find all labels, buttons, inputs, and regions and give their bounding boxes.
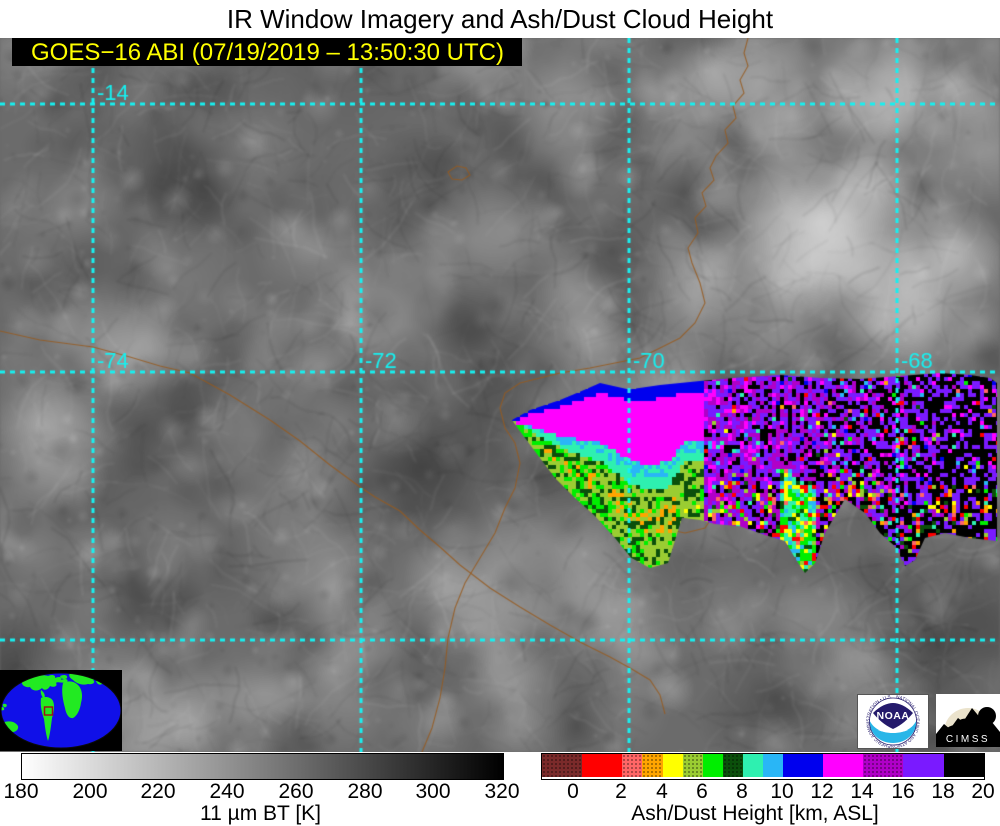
- svg-text:NOAA: NOAA: [877, 710, 910, 722]
- svg-text:CIMSS: CIMSS: [946, 734, 990, 745]
